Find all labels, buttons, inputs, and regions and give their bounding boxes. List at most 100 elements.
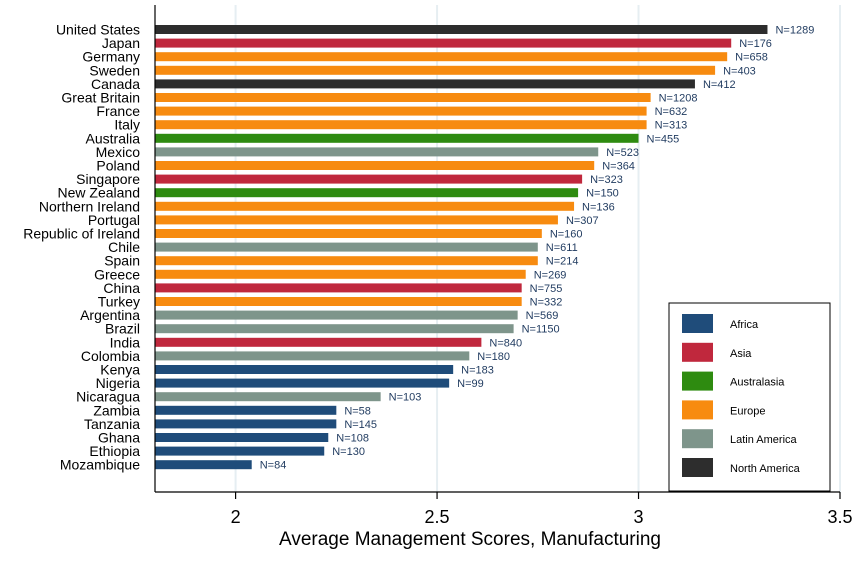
bar <box>155 52 728 62</box>
country-label: India <box>110 334 141 350</box>
country-label: United States <box>56 22 140 38</box>
legend-swatch <box>682 342 713 362</box>
country-label: Mexico <box>96 144 141 160</box>
bar <box>155 378 450 388</box>
n-label: N=412 <box>703 79 736 91</box>
n-label: N=658 <box>735 52 768 64</box>
legend-swatch <box>682 400 713 420</box>
country-label: Zambia <box>93 402 140 418</box>
bar <box>155 147 599 157</box>
country-label: Canada <box>91 76 140 92</box>
n-label: N=569 <box>526 310 559 322</box>
country-label: Mozambique <box>60 457 140 473</box>
country-label: Argentina <box>80 307 140 323</box>
bar <box>155 38 732 48</box>
bar <box>155 215 558 225</box>
x-tick-label: 2 <box>231 507 241 527</box>
bar <box>155 188 579 198</box>
bar <box>155 120 647 130</box>
x-tick-label: 3.5 <box>827 507 852 527</box>
n-label: N=145 <box>344 419 377 431</box>
legend-label: Asia <box>730 348 752 360</box>
n-label: N=183 <box>461 365 494 377</box>
country-label: Portugal <box>88 212 140 228</box>
country-label: Nigeria <box>96 375 141 391</box>
legend-swatch <box>682 371 713 391</box>
axes-layer: 2 2.5 3 3.5 <box>154 5 853 527</box>
country-label: Great Britain <box>61 90 140 106</box>
n-label: N=755 <box>530 283 563 295</box>
n-label: N=269 <box>534 269 567 281</box>
bar <box>155 419 337 429</box>
n-label: N=1150 <box>522 324 560 336</box>
n-label: N=313 <box>655 120 688 132</box>
bar <box>155 242 538 252</box>
n-label: N=523 <box>606 147 639 159</box>
bar <box>155 433 329 442</box>
n-label: N=332 <box>530 297 563 309</box>
country-label: China <box>103 280 140 296</box>
bar <box>155 297 522 306</box>
country-label: Spain <box>104 253 140 269</box>
country-label: Poland <box>96 158 140 174</box>
n-label: N=214 <box>546 256 579 268</box>
country-label: Japan <box>102 35 140 51</box>
country-label: Ethiopia <box>89 443 140 459</box>
n-label: N=403 <box>723 65 756 77</box>
country-label: Germany <box>82 49 140 65</box>
legend-label: Europe <box>730 405 765 417</box>
n-label: N=1208 <box>659 93 698 105</box>
n-label: N=176 <box>739 38 772 50</box>
country-label: Northern Ireland <box>39 198 140 214</box>
bar <box>155 460 252 470</box>
n-label: N=84 <box>260 460 287 472</box>
bar <box>155 25 768 34</box>
labels-layer: United States N=1289 Japan N=176 Germany N=65… <box>23 22 814 473</box>
n-label: N=364 <box>602 161 635 173</box>
bar <box>155 269 526 279</box>
x-axis-title: Average Management Scores, Manufacturing <box>279 529 661 550</box>
bar <box>155 201 575 211</box>
bar <box>155 65 716 75</box>
bar <box>155 93 651 102</box>
n-label: N=180 <box>477 351 510 363</box>
bar <box>155 392 381 402</box>
x-tick-label: 2.5 <box>425 507 450 527</box>
bar <box>155 133 639 143</box>
legend-label: Africa <box>730 319 759 331</box>
bar <box>155 337 482 347</box>
country-label: Chile <box>108 239 140 255</box>
country-label: Nicaragua <box>76 389 140 405</box>
n-label: N=108 <box>336 433 369 445</box>
bar <box>155 161 595 170</box>
bar <box>155 446 325 456</box>
legend-label: North America <box>730 463 801 475</box>
n-label: N=840 <box>489 337 522 349</box>
country-label: Singapore <box>76 171 140 187</box>
bar <box>155 351 470 361</box>
bar <box>155 79 695 89</box>
country-label: Kenya <box>100 362 140 378</box>
country-label: Ghana <box>98 430 140 446</box>
n-label: N=130 <box>332 446 365 458</box>
bar <box>155 256 538 266</box>
bar <box>155 106 647 116</box>
bar <box>155 283 522 293</box>
n-label: N=99 <box>457 378 484 390</box>
bar <box>155 365 454 374</box>
n-label: N=136 <box>582 201 615 213</box>
bars-layer <box>155 25 768 470</box>
country-label: Italy <box>114 117 140 133</box>
country-label: Greece <box>94 266 140 282</box>
bar <box>155 229 542 238</box>
legend-label: Australasia <box>730 377 785 389</box>
n-label: N=1289 <box>775 25 814 37</box>
n-label: N=150 <box>586 188 619 200</box>
x-tick-label: 3 <box>634 507 644 527</box>
country-label: Australia <box>86 130 141 146</box>
legend-label: Latin America <box>730 434 798 446</box>
country-label: France <box>96 103 140 119</box>
country-label: Tanzania <box>84 416 140 432</box>
